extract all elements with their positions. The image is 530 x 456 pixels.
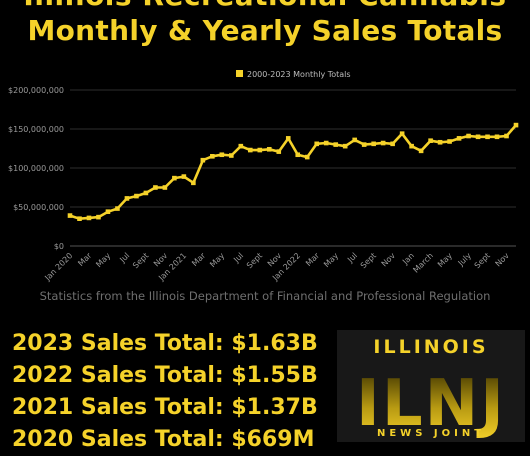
data-point [124,196,130,201]
chart-title-line-1: Illinois Recreational Cannabis [0,0,530,12]
data-point [67,213,73,218]
data-point [513,122,519,128]
x-tick-label: Jan 2020 [42,251,74,283]
data-point [191,180,196,186]
x-tick-label: Mar [304,251,322,269]
data-point [447,139,452,144]
x-tick-label: Mar [76,251,94,269]
x-tick-label: Nov [494,251,512,269]
series-line [69,124,517,220]
data-point [409,143,414,149]
data-point [485,134,490,140]
data-point [266,146,272,152]
illinois-news-joint-logo: ILLINOIS ILNJ NEWS JOINT [337,330,525,442]
legend-swatch [236,70,243,77]
x-tick-label: Sept [131,251,150,270]
y-tick-label: $150,000,000 [8,125,64,134]
x-tick-label: Jan [400,251,416,267]
data-point [428,138,433,143]
data-point [257,147,263,153]
x-tick-label: Nov [380,251,398,269]
y-tick-label: $100,000,000 [8,164,64,173]
data-point [399,131,405,136]
svg-text:ILNJ: ILNJ [356,367,506,441]
x-tick-label: Jul [231,251,245,265]
data-point [229,153,234,158]
total-2022: 2022 Sales Total: $1.55B [12,363,318,388]
data-point [494,134,500,140]
data-point [475,134,481,140]
data-point [210,154,215,159]
data-point [200,157,206,163]
logo-monogram: ILNJ [356,367,506,441]
data-point [418,148,424,154]
data-point [77,216,82,221]
data-point [276,149,282,154]
data-point [172,175,177,181]
x-tick-label: Sept [245,251,264,270]
sales-line-chart: $0 $50,000,000 $100,000,000 $150,000,000 $20… [8,70,519,283]
yearly-totals: 2023 Sales Total: $1.63B 2022 Sales Tota… [12,328,318,456]
y-tick-label: $0 [54,242,64,251]
data-point [304,154,310,160]
x-tick-label: Jul [345,251,359,265]
data-point [314,141,320,147]
data-point [437,139,443,145]
data-point [115,206,120,211]
x-tick-label: May [322,251,340,269]
x-tick-label: May [436,251,454,269]
data-point [153,185,158,190]
x-tick-label: Sept [359,251,378,270]
data-point [105,209,111,214]
y-tick-label: $50,000,000 [13,203,64,212]
data-point [323,140,329,146]
data-point [86,215,92,221]
total-2020: 2020 Sales Total: $669M [12,427,315,452]
data-point [285,136,291,141]
chart-title-line-2: Monthly & Yearly Sales Totals [27,14,503,47]
data-point [361,142,367,147]
data-point [504,133,509,139]
data-point [390,141,395,147]
x-tick-label: Mar [190,251,208,269]
x-tick-label: Sept [473,251,492,270]
y-tick-label: $200,000,000 [8,86,64,95]
data-point [247,147,253,153]
data-point [143,190,149,196]
data-point [333,142,339,147]
data-point [342,143,348,149]
data-point [238,143,244,149]
x-tick-label: March [411,251,435,275]
source-note: Statistics from the Illinois Department … [39,289,491,303]
data-point [295,152,301,158]
x-tick-label: Jul [117,251,131,265]
data-point [181,174,187,179]
legend-label: 2000-2023 Monthly Totals [247,70,351,79]
x-tick-label: May [208,251,226,269]
total-2021: 2021 Sales Total: $1.37B [12,395,318,420]
data-point [456,136,462,141]
data-point [162,185,168,190]
data-point [380,140,386,146]
total-2023: 2023 Sales Total: $1.63B [12,331,318,356]
logo-bottom-word: NEWS JOINT [376,428,486,439]
data-point [96,214,101,220]
data-point [219,152,225,158]
logo-top-word: ILLINOIS [373,336,489,358]
data-point [371,141,376,147]
data-point [352,137,357,143]
x-tick-label: May [94,251,112,269]
data-point [466,133,471,139]
x-tick-label: July [456,251,473,268]
data-point [134,193,139,199]
